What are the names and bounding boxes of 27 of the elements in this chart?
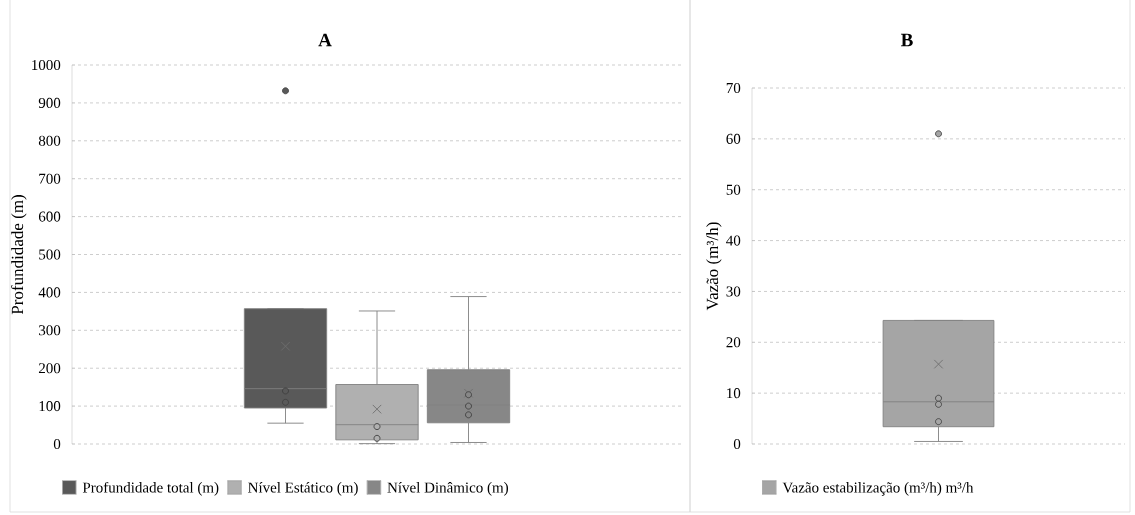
legend-label: Vazão estabilização (m³/h) m³/h xyxy=(782,482,974,496)
y-tick-label: 60 xyxy=(726,133,741,144)
legend-label: Nível Estático (m) xyxy=(248,482,358,496)
y-tick-label: 500 xyxy=(39,249,61,260)
y-tick-label: 300 xyxy=(39,325,61,336)
y-tick-label: 0 xyxy=(733,438,741,450)
y-axis-title: Profundidade (m) xyxy=(11,195,27,315)
chart-title: A xyxy=(318,33,332,47)
y-tick-label: 70 xyxy=(726,82,741,94)
y-tick-label: 0 xyxy=(53,438,61,450)
y-tick-label: 100 xyxy=(39,401,61,412)
chart-title: B xyxy=(900,33,913,47)
y-tick-label: 900 xyxy=(38,97,61,108)
y-tick-label: 10 xyxy=(727,388,741,399)
y-tick-label: 200 xyxy=(38,363,61,374)
y-tick-label: 800 xyxy=(38,135,61,146)
y-tick-label: 40 xyxy=(726,235,741,246)
y-tick-label: 600 xyxy=(38,211,61,222)
y-tick-label: 20 xyxy=(726,337,741,348)
y-axis-title: Vazão (m³/h) xyxy=(706,222,722,311)
legend-label: Nível Dinâmico (m) xyxy=(387,482,509,496)
y-tick-label: 700 xyxy=(39,173,61,184)
y-tick-label: 400 xyxy=(38,287,61,298)
legend-label: Profundidade total (m) xyxy=(82,481,219,496)
y-tick-label: 50 xyxy=(726,184,741,195)
y-tick-label: 30 xyxy=(726,286,741,297)
y-tick-label: 1000 xyxy=(32,59,61,71)
